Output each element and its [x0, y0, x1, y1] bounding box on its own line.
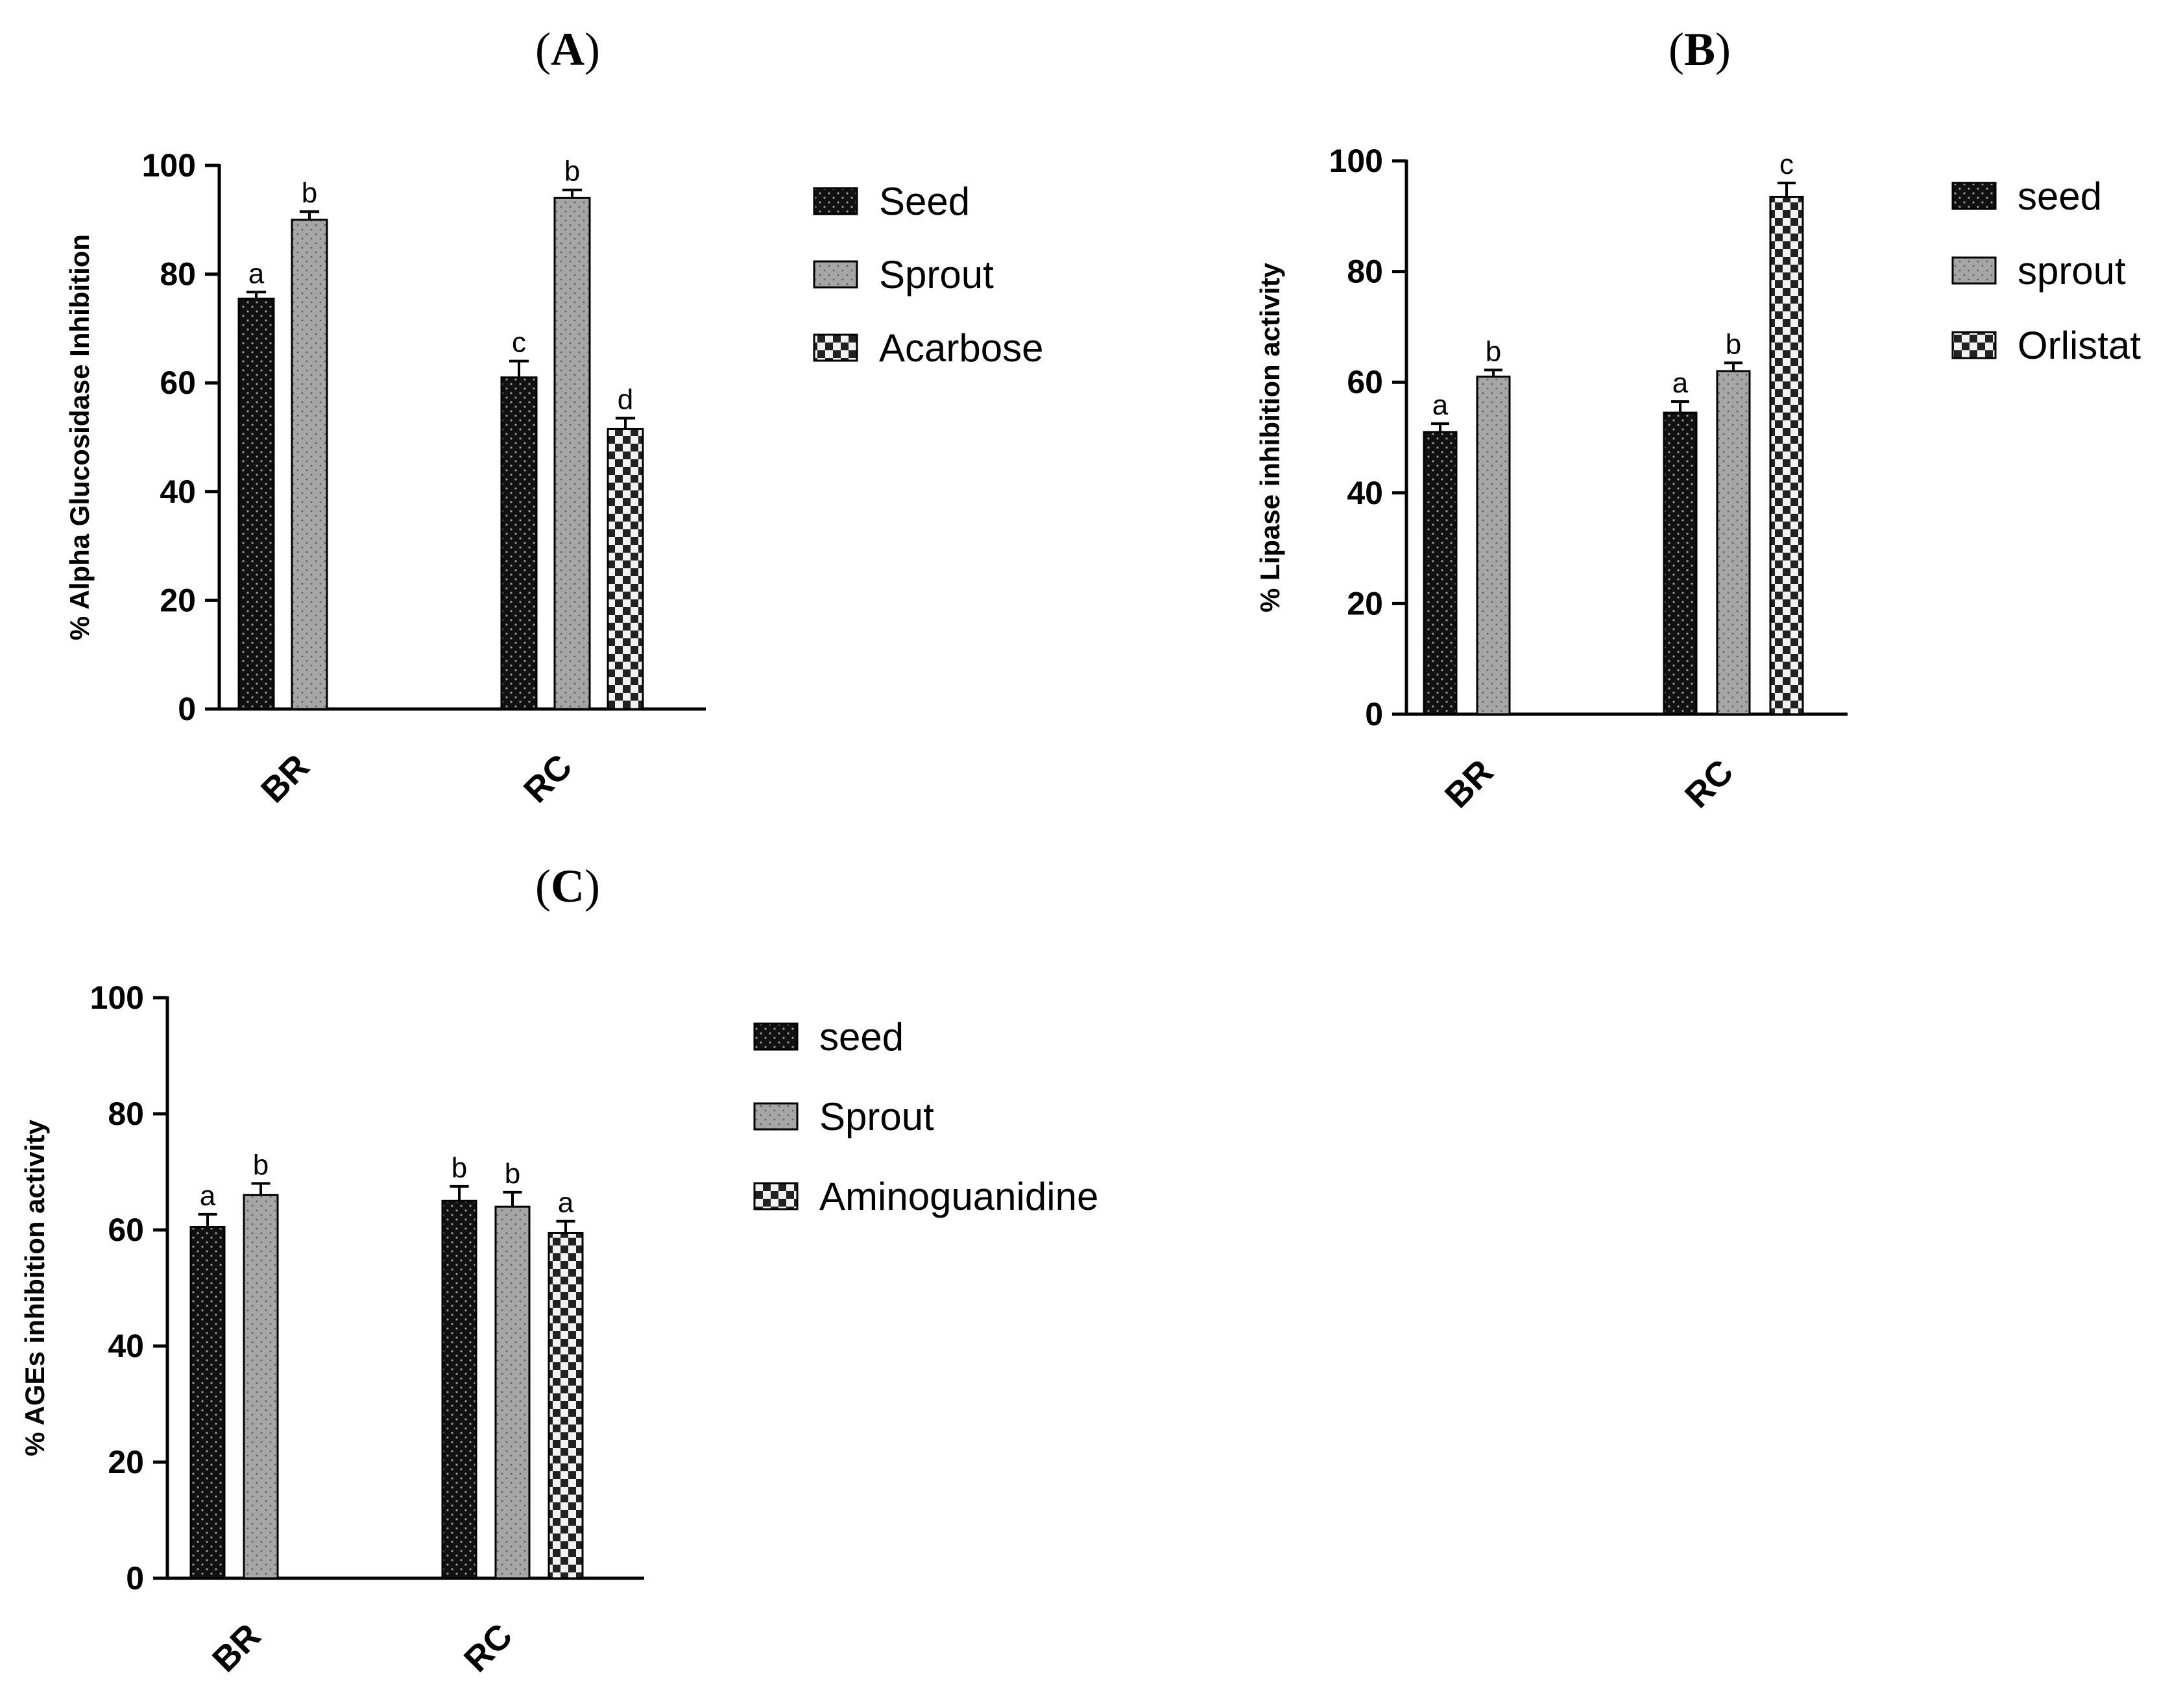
legend-label: Sprout [879, 253, 994, 296]
y-tick-label: 20 [160, 582, 196, 618]
chart-alpha-glucosidase: 0 20 40 60 80 100 % Alpha Glucosidase Inhibiti… [64, 147, 1043, 810]
y-tick-label: 40 [108, 1328, 144, 1364]
y-axis-title: % Lipase inhibition activity [1255, 262, 1285, 612]
significance-label: a [1432, 389, 1449, 421]
bar-seed-br [237, 297, 275, 710]
legend-swatch-checker [1951, 331, 1997, 359]
bar-sprout-rc [494, 1205, 531, 1580]
y-tick-label: 40 [1347, 475, 1383, 511]
significance-label: b [452, 1152, 467, 1184]
panel-title-a: (A) [535, 23, 600, 75]
legend-label: seed [819, 1015, 904, 1059]
x-category-label: RC [457, 1616, 520, 1679]
significance-label: a [1672, 367, 1689, 399]
bar-sprout-br [1476, 376, 1511, 716]
x-category-label: RC [516, 747, 580, 810]
y-tick-label: 80 [1347, 254, 1383, 290]
legend-label: Orlistat [2018, 324, 2141, 367]
significance-label: b [1726, 328, 1741, 360]
y-tick-label: 100 [142, 147, 196, 184]
legend-swatch-sprout [813, 260, 858, 289]
significance-label: a [200, 1180, 216, 1212]
legend-label: Sprout [819, 1095, 934, 1138]
y-tick-label: 100 [1329, 143, 1383, 179]
bar-seed-rc [441, 1199, 477, 1580]
panel-title-b: (B) [1669, 23, 1731, 75]
significance-label: b [1486, 335, 1501, 367]
y-tick-label: 0 [178, 691, 196, 727]
legend-swatch-checker [813, 333, 858, 362]
y-tick-label: 20 [1347, 585, 1383, 621]
y-tick-label: 100 [90, 980, 144, 1016]
legend-swatch-seed [1951, 182, 1997, 210]
x-category-label: BR [205, 1616, 269, 1679]
bar-seed-br [189, 1226, 226, 1580]
legend-label: seed [2018, 174, 2102, 218]
y-tick-label: 60 [160, 365, 196, 401]
significance-label: a [248, 258, 265, 289]
bar-orlistat-rc [1769, 195, 1804, 716]
y-axis-title: % Alpha Glucosidase Inhibition [64, 234, 95, 640]
x-category-label: BR [254, 747, 317, 810]
y-tick-label: 60 [1347, 364, 1383, 400]
y-tick-label: 40 [160, 474, 196, 510]
bar-aminoguanidine-rc [548, 1231, 584, 1580]
bar-seed-br [1423, 431, 1458, 716]
bar-seed-rc [1663, 411, 1698, 716]
x-category-label: RC [1678, 752, 1741, 815]
bar-seed-rc [500, 376, 538, 710]
x-category-label: BR [1438, 752, 1501, 815]
y-tick-label: 0 [1365, 696, 1383, 732]
y-tick-label: 80 [160, 256, 196, 293]
y-tick-label: 20 [108, 1444, 144, 1480]
significance-label: a [558, 1187, 574, 1219]
significance-label: b [302, 177, 317, 209]
significance-label: c [512, 327, 526, 359]
bar-sprout-br [291, 219, 328, 710]
significance-label: b [253, 1149, 269, 1181]
y-axis-title: % AGEs inhibition activity [19, 1119, 50, 1456]
legend-swatch-sprout [1951, 256, 1997, 285]
y-tick-label: 0 [126, 1560, 144, 1596]
chart-ages: 0 20 40 60 80 100 % AGEs inhibition activity a b… [19, 980, 1098, 1679]
chart-lipase: 0 20 40 60 80 100 % Lipase inhibition activity… [1255, 143, 2141, 815]
significance-label: c [1779, 149, 1794, 180]
significance-label: b [564, 156, 580, 187]
legend-label: Acarbose [879, 326, 1043, 370]
legend-swatch-seed [813, 187, 858, 215]
bar-sprout-rc [553, 197, 591, 710]
bar-acarbose-rc [607, 427, 644, 710]
legend-label: Seed [879, 180, 970, 223]
legend-swatch-checker [753, 1182, 799, 1210]
y-tick-label: 60 [108, 1212, 144, 1248]
y-tick-label: 80 [108, 1096, 144, 1132]
bar-sprout-rc [1716, 370, 1751, 716]
legend-label: Aminoguanidine [819, 1175, 1098, 1218]
significance-label: d [618, 384, 633, 416]
bar-sprout-br [243, 1194, 279, 1580]
legend-swatch-sprout [753, 1102, 799, 1131]
significance-label: b [505, 1158, 520, 1190]
legend-swatch-seed [753, 1022, 799, 1051]
legend-label: sprout [2018, 249, 2126, 293]
panel-title-c: (C) [535, 860, 600, 912]
